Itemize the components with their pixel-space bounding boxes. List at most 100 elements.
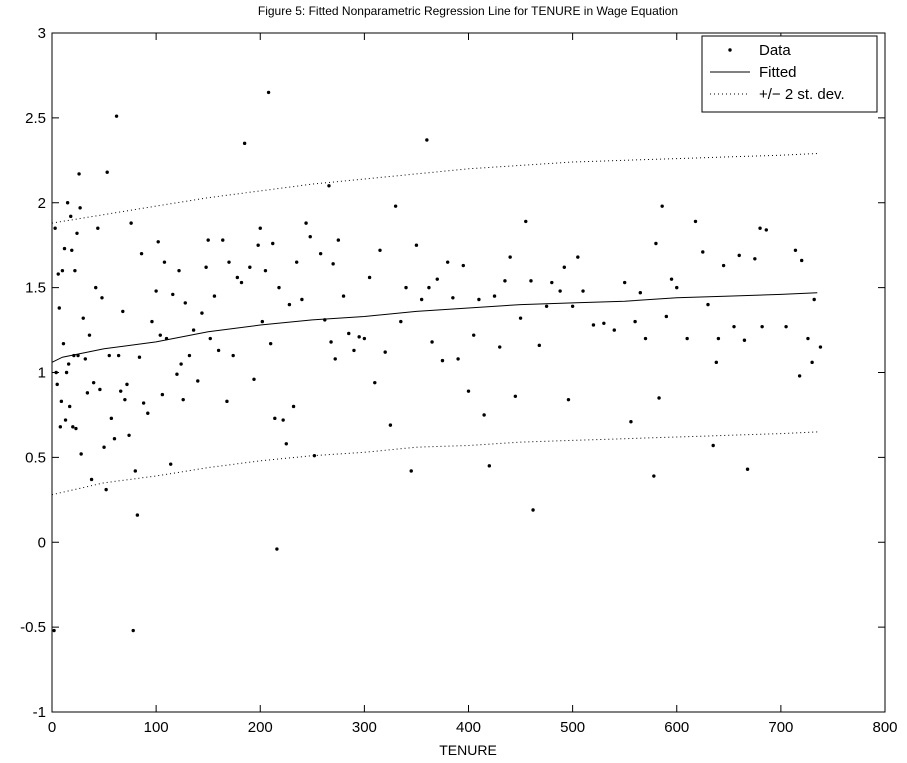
data-point <box>52 628 56 633</box>
data-point <box>96 226 100 230</box>
data-point <box>146 411 150 415</box>
legend-label: Fitted <box>759 64 797 81</box>
data-point <box>706 302 710 307</box>
data-point <box>123 397 127 402</box>
data-point <box>206 238 210 242</box>
data-point <box>399 319 403 324</box>
x-tick-label: 200 <box>248 719 273 736</box>
data-point <box>404 285 408 290</box>
data-point <box>231 353 235 358</box>
data-point <box>59 399 64 404</box>
data-point <box>258 226 262 230</box>
data-point <box>602 321 606 325</box>
data-point <box>87 333 92 337</box>
x-tick-label: 800 <box>872 719 897 736</box>
data-point <box>388 423 393 427</box>
data-point <box>109 416 114 421</box>
data-point <box>216 348 221 353</box>
data-point <box>212 294 217 298</box>
legend-marker <box>728 48 732 52</box>
data-point <box>518 316 523 320</box>
fitted-line <box>51 292 818 363</box>
data-point <box>141 401 146 405</box>
data-point <box>537 343 542 348</box>
data-point <box>629 420 633 424</box>
data-point <box>74 426 78 431</box>
data-point <box>638 291 643 295</box>
data-point <box>472 333 476 337</box>
x-tick-label: 0 <box>48 719 56 736</box>
data-point <box>78 206 82 210</box>
data-point <box>308 235 312 239</box>
data-point <box>312 453 317 458</box>
data-point <box>66 362 71 366</box>
data-point <box>162 260 167 264</box>
data-point <box>685 336 689 341</box>
data-point <box>425 138 429 142</box>
data-point <box>177 268 181 273</box>
data-point <box>150 319 154 324</box>
data-point <box>524 219 528 224</box>
data-point <box>154 289 158 293</box>
data-point <box>266 90 271 95</box>
data-point <box>81 316 85 320</box>
x-tick-label: 700 <box>768 719 793 736</box>
data-point <box>131 628 135 633</box>
data-point <box>333 357 337 361</box>
y-tick-label: 1 <box>38 365 46 382</box>
data-point <box>102 445 106 449</box>
data-point <box>304 221 308 225</box>
data-point <box>69 214 73 219</box>
data-point <box>797 374 802 378</box>
data-point <box>263 268 268 273</box>
data-point <box>383 350 387 354</box>
data-point <box>271 241 275 246</box>
data-point <box>100 296 104 300</box>
data-point <box>347 331 351 336</box>
data-point <box>139 251 144 256</box>
x-axis-label: TENURE <box>439 742 497 758</box>
data-point <box>114 114 119 118</box>
data-point <box>242 141 247 146</box>
data-point <box>135 513 140 517</box>
data-point <box>156 240 160 244</box>
data-point <box>508 255 512 259</box>
data-point <box>329 340 333 344</box>
x-tick-label: 300 <box>352 719 377 736</box>
data-point <box>367 275 372 280</box>
data-point <box>643 336 648 341</box>
data-point <box>793 248 798 252</box>
data-point <box>341 294 346 298</box>
data-point <box>73 268 77 273</box>
data-point <box>133 469 137 473</box>
data-point <box>91 380 96 385</box>
data-point <box>318 251 323 256</box>
data-point <box>204 265 208 269</box>
data-point <box>196 379 200 383</box>
data-point <box>85 391 90 395</box>
data-point <box>129 221 133 225</box>
data-point <box>58 425 63 429</box>
data-point <box>64 370 69 375</box>
data-point <box>745 467 750 471</box>
data-point <box>529 279 533 283</box>
data-point <box>227 260 231 264</box>
data-point <box>83 357 88 361</box>
data-point <box>652 474 656 478</box>
data-point <box>284 442 288 446</box>
data-point <box>252 377 256 381</box>
data-point <box>576 255 580 259</box>
data-point <box>277 285 281 290</box>
data-point <box>664 314 669 319</box>
data-point <box>53 226 57 230</box>
data-point <box>200 311 204 315</box>
data-point <box>291 404 296 409</box>
data-point <box>657 396 661 400</box>
data-point <box>248 265 252 269</box>
data-point <box>419 297 424 302</box>
data-point <box>362 336 367 341</box>
legend-label: Data <box>759 42 791 59</box>
data-point <box>622 280 627 285</box>
